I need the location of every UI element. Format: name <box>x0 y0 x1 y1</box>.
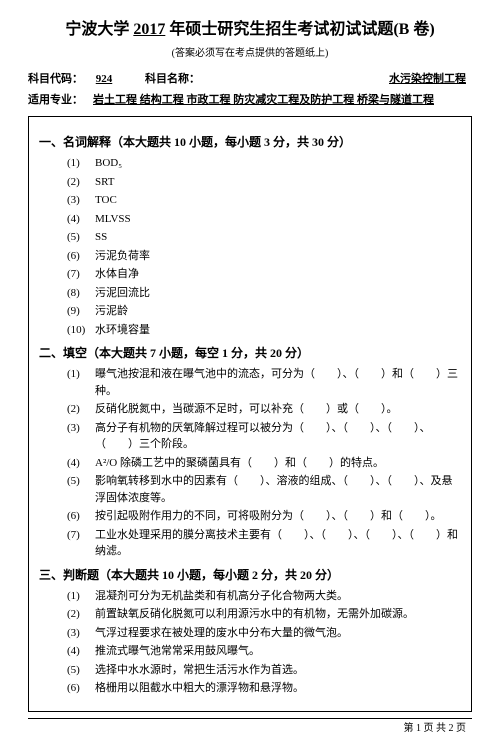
item-number: (5) <box>67 229 95 246</box>
item-number: (6) <box>67 680 95 697</box>
item-number: (4) <box>67 455 95 472</box>
item-text: 工业水处理采用的膜分离技术主要有（ ）、（ ）、（ ）、（ ）和纳滤。 <box>95 527 461 560</box>
year: 2017 <box>133 21 165 38</box>
item-text: 水环境容量 <box>95 322 461 339</box>
item-text: 格栅用以阻截水中粗大的漂浮物和悬浮物。 <box>95 680 461 697</box>
item-text: BOD₅ <box>95 155 461 172</box>
code-label: 科目代码： <box>28 73 83 85</box>
item-text: 按引起吸附作用力的不同，可将吸附分为（ ）、（ ）和（ ）。 <box>95 508 461 525</box>
item-text: SRT <box>95 174 461 191</box>
item-number: (2) <box>67 174 95 191</box>
item-number: (1) <box>67 155 95 172</box>
list-item: (3)高分子有机物的厌氧降解过程可以被分为（ ）、（ ）、（ ）、（ ）三个阶段… <box>67 420 461 453</box>
list-item: (5)影响氧转移到水中的因素有（ ）、溶液的组成、（ ）、（ ）、及悬浮固体浓度… <box>67 473 461 506</box>
item-text: 高分子有机物的厌氧降解过程可以被分为（ ）、（ ）、（ ）、（ ）三个阶段。 <box>95 420 461 453</box>
item-number: (2) <box>67 606 95 623</box>
code-value: 924 <box>96 73 113 85</box>
item-number: (7) <box>67 266 95 283</box>
item-text: MLVSS <box>95 211 461 228</box>
list-item: (7)工业水处理采用的膜分离技术主要有（ ）、（ ）、（ ）、（ ）和纳滤。 <box>67 527 461 560</box>
exam-page: 宁波大学 2017 年硕士研究生招生考试初试试题(B 卷) (答案必须写在考点提… <box>0 0 500 746</box>
item-text: 污泥负荷率 <box>95 248 461 265</box>
list-item: (4)推流式曝气池常常采用鼓风曝气。 <box>67 643 461 660</box>
item-number: (3) <box>67 192 95 209</box>
list-item: (7)水体自净 <box>67 266 461 283</box>
item-number: (8) <box>67 285 95 302</box>
item-text: TOC <box>95 192 461 209</box>
item-text: 曝气池按混和液在曝气池中的流态，可分为（ ）、（ ）和（ ）三种。 <box>95 366 461 399</box>
subtitle: (答案必须写在考点提供的答题纸上) <box>28 46 472 61</box>
list-item: (1)曝气池按混和液在曝气池中的流态，可分为（ ）、（ ）和（ ）三种。 <box>67 366 461 399</box>
item-number: (3) <box>67 625 95 642</box>
section-heading: 三、判断题（本大题共 10 小题，每小题 2 分，共 20 分） <box>39 566 461 584</box>
item-number: (6) <box>67 508 95 525</box>
school-name: 宁波大学 <box>65 21 129 38</box>
item-text: A²/O 除磷工艺中的聚磷菌具有（ ）和（ ）的特点。 <box>95 455 461 472</box>
list-item: (1)BOD₅ <box>67 155 461 172</box>
section-heading: 二、填空（本大题共 7 小题，每空 1 分，共 20 分） <box>39 344 461 362</box>
item-text: 污泥回流比 <box>95 285 461 302</box>
list-item: (5)SS <box>67 229 461 246</box>
section-heading: 一、名词解释（本大题共 10 小题，每小题 3 分，共 30 分） <box>39 133 461 151</box>
list-item: (9)污泥龄 <box>67 303 461 320</box>
major-label: 适用专业： <box>28 92 83 109</box>
item-text: 推流式曝气池常常采用鼓风曝气。 <box>95 643 461 660</box>
item-text: 前置缺氧反硝化脱氮可以利用源污水中的有机物，无需外加碳源。 <box>95 606 461 623</box>
item-number: (3) <box>67 420 95 453</box>
list-item: (3)气浮过程要求在被处理的废水中分布大量的微气泡。 <box>67 625 461 642</box>
list-item: (2)前置缺氧反硝化脱氮可以利用源污水中的有机物，无需外加碳源。 <box>67 606 461 623</box>
item-number: (10) <box>67 322 95 339</box>
page-footer: 第 1 页 共 2 页 <box>28 718 472 736</box>
page-title: 宁波大学 2017 年硕士研究生招生考试初试试题(B 卷) <box>28 18 472 42</box>
item-number: (5) <box>67 473 95 506</box>
meta-row-2: 适用专业： 岩土工程 结构工程 市政工程 防灾减灾工程及防护工程 桥梁与隧道工程 <box>28 92 472 109</box>
item-text: 水体自净 <box>95 266 461 283</box>
title-tail: 年硕士研究生招生考试初试试题(B 卷) <box>169 21 434 38</box>
list-item: (1)混凝剂可分为无机盐类和有机高分子化合物两大类。 <box>67 588 461 605</box>
list-item: (10)水环境容量 <box>67 322 461 339</box>
list-item: (3)TOC <box>67 192 461 209</box>
item-number: (1) <box>67 366 95 399</box>
list-item: (6)污泥负荷率 <box>67 248 461 265</box>
list-item: (5)选择中水水源时，常把生活污水作为首选。 <box>67 662 461 679</box>
meta-row-1: 科目代码： 924 科目名称： 水污染控制工程 <box>28 71 472 88</box>
list-item: (8)污泥回流比 <box>67 285 461 302</box>
item-number: (6) <box>67 248 95 265</box>
item-text: 选择中水水源时，常把生活污水作为首选。 <box>95 662 461 679</box>
item-number: (1) <box>67 588 95 605</box>
content-box: 一、名词解释（本大题共 10 小题，每小题 3 分，共 30 分）(1)BOD₅… <box>28 116 472 712</box>
item-number: (9) <box>67 303 95 320</box>
item-number: (4) <box>67 211 95 228</box>
subject-name: 水污染控制工程 <box>389 71 466 88</box>
item-number: (5) <box>67 662 95 679</box>
item-number: (4) <box>67 643 95 660</box>
item-text: 污泥龄 <box>95 303 461 320</box>
list-item: (6)格栅用以阻截水中粗大的漂浮物和悬浮物。 <box>67 680 461 697</box>
item-text: 气浮过程要求在被处理的废水中分布大量的微气泡。 <box>95 625 461 642</box>
item-number: (7) <box>67 527 95 560</box>
majors: 岩土工程 结构工程 市政工程 防灾减灾工程及防护工程 桥梁与隧道工程 <box>93 92 434 109</box>
list-item: (4)MLVSS <box>67 211 461 228</box>
item-text: 混凝剂可分为无机盐类和有机高分子化合物两大类。 <box>95 588 461 605</box>
list-item: (2)反硝化脱氮中，当碳源不足时，可以补充（ ）或（ ）。 <box>67 401 461 418</box>
list-item: (4)A²/O 除磷工艺中的聚磷菌具有（ ）和（ ）的特点。 <box>67 455 461 472</box>
item-number: (2) <box>67 401 95 418</box>
item-text: SS <box>95 229 461 246</box>
item-text: 反硝化脱氮中，当碳源不足时，可以补充（ ）或（ ）。 <box>95 401 461 418</box>
list-item: (6)按引起吸附作用力的不同，可将吸附分为（ ）、（ ）和（ ）。 <box>67 508 461 525</box>
list-item: (2)SRT <box>67 174 461 191</box>
item-text: 影响氧转移到水中的因素有（ ）、溶液的组成、（ ）、（ ）、及悬浮固体浓度等。 <box>95 473 461 506</box>
name-label: 科目名称： <box>145 73 200 85</box>
